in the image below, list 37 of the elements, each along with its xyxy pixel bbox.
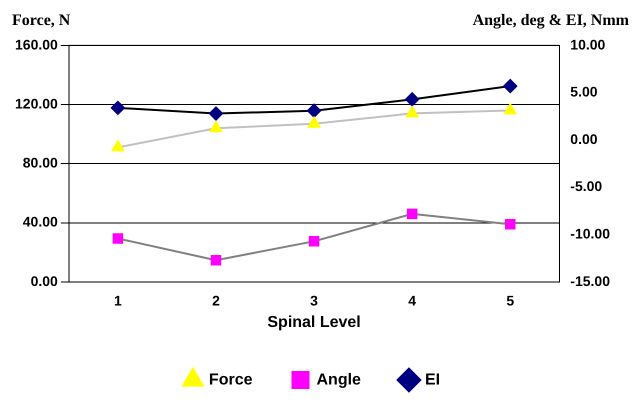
y2-tick-label: -5.00 (570, 178, 602, 194)
y-tick-label: 160.00 (14, 36, 58, 52)
point (405, 92, 420, 106)
x-tick-label: 3 (310, 292, 318, 308)
x-tick-label: 2 (212, 292, 220, 308)
point (503, 79, 518, 94)
y-axis-title: Force, N (12, 12, 70, 30)
y2-tick-label: 5.00 (570, 84, 598, 100)
point (505, 219, 516, 230)
legend-label: Force (208, 371, 253, 388)
point (308, 116, 320, 128)
y-tick-label: 120.00 (14, 95, 58, 112)
y-tick-label: 40.00 (22, 214, 58, 230)
point (406, 106, 418, 118)
y2-tick-label: 0.00 (570, 130, 598, 147)
y2-tick-label: 10.00 (570, 36, 606, 52)
point (112, 140, 124, 152)
point (110, 100, 125, 115)
legend-label: Angle (316, 371, 362, 388)
point (308, 236, 320, 247)
x-tick-label: 4 (408, 292, 416, 308)
point (307, 104, 322, 118)
point (208, 106, 223, 121)
y2-tick-label: -10.00 (570, 226, 610, 242)
y2-tick-label: -15.00 (570, 272, 610, 289)
point (112, 233, 124, 244)
y-tick-label: 0.00 (30, 272, 58, 289)
y2-axis-title: Angle, deg & EI, Nmm (472, 12, 629, 30)
point (210, 121, 222, 132)
y-tick-label: 80.00 (22, 154, 58, 171)
x-tick-label: 5 (506, 292, 514, 308)
point (406, 208, 418, 220)
x-tick-label: 1 (114, 292, 122, 308)
point (504, 103, 516, 114)
point (210, 254, 222, 266)
legend-label: EI (424, 371, 440, 388)
x-axis-title: Spinal Level (267, 314, 361, 331)
